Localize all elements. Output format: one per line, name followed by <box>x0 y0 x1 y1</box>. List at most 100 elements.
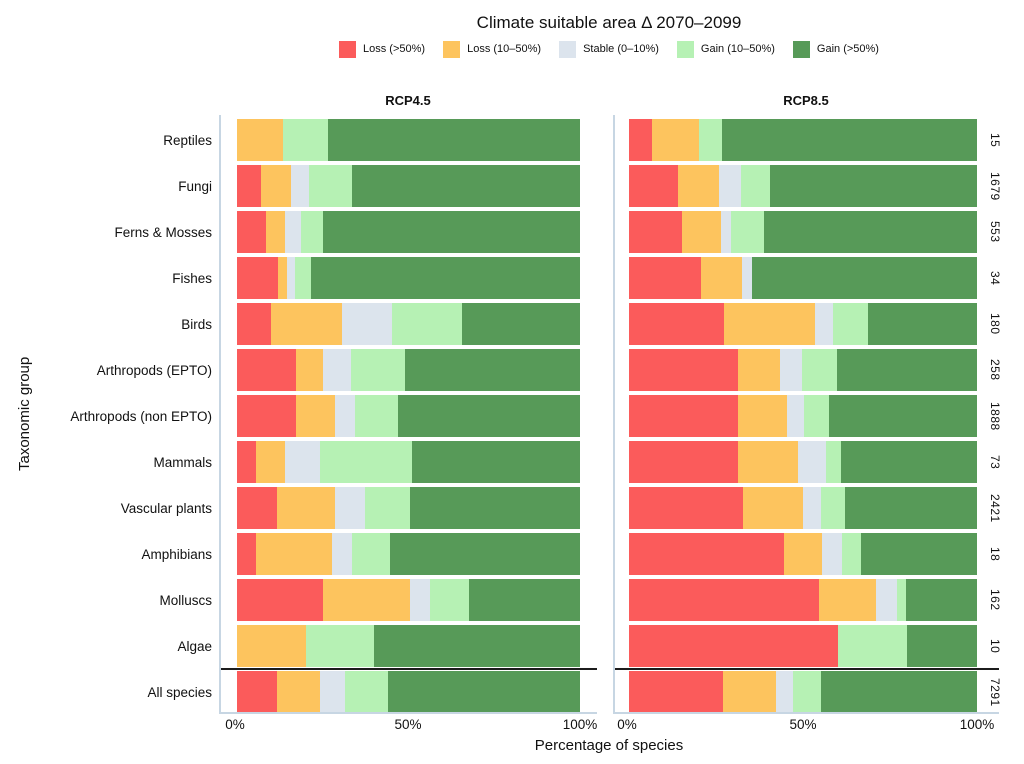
bar-segment <box>775 671 794 713</box>
bar-segment <box>237 257 279 299</box>
panel-rcp45-rows <box>221 115 597 713</box>
bar-segment <box>907 625 977 667</box>
facet-strip-label-rcp85: RCP8.5 <box>783 92 829 108</box>
bar-segment <box>798 441 826 483</box>
bar-ferns-mosses <box>629 211 977 253</box>
bar-segment <box>743 487 804 529</box>
legend-swatch <box>792 40 810 58</box>
bar-segment <box>355 395 398 437</box>
bar-segment <box>237 395 296 437</box>
bar-segment <box>237 119 283 161</box>
facet-strip-rcp85: RCP8.5 <box>613 88 999 112</box>
bar-segment <box>266 211 286 253</box>
bar-arthropods-epto <box>237 349 580 391</box>
bar-segment <box>629 579 819 621</box>
all-species-separator <box>615 668 999 670</box>
bar-segment <box>741 257 752 299</box>
y-axis-label: Mammals <box>153 454 212 470</box>
bar-amphibians <box>237 533 580 575</box>
bar-segment <box>295 395 336 437</box>
bar-segment <box>678 165 720 207</box>
x-tick: 0% <box>617 717 637 732</box>
bar-segment <box>764 211 977 253</box>
bar-algae <box>237 625 580 667</box>
y-axis-label: Arthropods (EPTO) <box>96 362 212 378</box>
y-axis-label: Reptiles <box>163 132 212 148</box>
y-axis-label: All species <box>147 684 212 700</box>
bar-segment <box>841 533 862 575</box>
bar-segment <box>906 579 977 621</box>
bar-segment <box>286 257 296 299</box>
bar-segment <box>840 441 977 483</box>
bar-segment <box>698 119 722 161</box>
bar-segment <box>295 349 324 391</box>
bar-vascular-plants <box>237 487 580 529</box>
bar-segment <box>629 349 738 391</box>
bar-segment <box>290 165 310 207</box>
chart-title: Climate suitable area Δ 2070–2099 <box>476 13 742 32</box>
bar-fishes <box>629 257 977 299</box>
species-count-label: 73 <box>988 454 1002 470</box>
bar-segment <box>237 487 278 529</box>
bar-segment <box>814 303 833 345</box>
bar-segment <box>320 441 413 483</box>
all-species-separator <box>221 668 597 670</box>
bar-segment <box>804 395 830 437</box>
legend-label: Loss (10–50%) <box>467 43 542 55</box>
bar-segment <box>412 441 580 483</box>
x-axis-line-rcp85 <box>613 712 999 714</box>
bar-segment <box>237 303 271 345</box>
bar-segment <box>818 579 877 621</box>
species-count-label: 553 <box>988 221 1002 243</box>
bar-segment <box>731 211 765 253</box>
bar-fungi <box>629 165 977 207</box>
legend-label: Gain (10–50%) <box>700 43 775 55</box>
x-tick: 50% <box>789 717 817 732</box>
bar-segment <box>829 395 978 437</box>
bar-segment <box>861 533 977 575</box>
legend-label: Gain (>50%) <box>816 43 879 55</box>
bar-segment <box>801 349 837 391</box>
bar-segment <box>786 395 805 437</box>
species-count-label: 2421 <box>988 493 1002 523</box>
bar-segment <box>724 303 815 345</box>
bar-segment <box>301 211 323 253</box>
bar-segment <box>278 257 287 299</box>
bar-amphibians <box>629 533 977 575</box>
species-count-label: 162 <box>988 589 1002 611</box>
bar-segment <box>282 119 329 161</box>
bar-segment <box>328 119 581 161</box>
bar-segment <box>237 671 278 713</box>
legend-swatch <box>443 40 461 58</box>
bar-segment <box>311 257 580 299</box>
y-axis-label: Amphibians <box>141 546 212 562</box>
bar-segment <box>389 533 580 575</box>
bar-segment <box>769 165 977 207</box>
bar-segment <box>237 441 256 483</box>
y-axis-label: Birds <box>181 316 212 332</box>
bar-mammals <box>237 441 580 483</box>
bar-segment <box>237 579 324 621</box>
bar-segment <box>720 211 732 253</box>
species-counts: 15 1679 553 34 180 258 1888 73 2421 18 162 10 7291 <box>983 115 1007 713</box>
bar-segment <box>629 625 838 667</box>
legend-item: Gain (10–50%) <box>676 40 775 58</box>
bar-mammals <box>629 441 977 483</box>
bar-segment <box>722 671 776 713</box>
bar-segment <box>237 211 267 253</box>
facet-strip-rcp45: RCP4.5 <box>219 88 597 112</box>
bar-segment <box>364 487 411 529</box>
bar-segment <box>741 165 770 207</box>
bar-segment <box>237 533 257 575</box>
bar-segment <box>629 671 723 713</box>
bar-segment <box>832 303 869 345</box>
bar-segment <box>277 487 336 529</box>
bar-segment <box>350 349 405 391</box>
bar-fishes <box>237 257 580 299</box>
bar-segment <box>335 395 356 437</box>
bar-reptiles <box>629 119 977 161</box>
legend-item: Loss (10–50%) <box>443 40 542 58</box>
bar-segment <box>285 211 302 253</box>
bar-birds <box>237 303 580 345</box>
y-axis-label: Vascular plants <box>120 500 212 516</box>
